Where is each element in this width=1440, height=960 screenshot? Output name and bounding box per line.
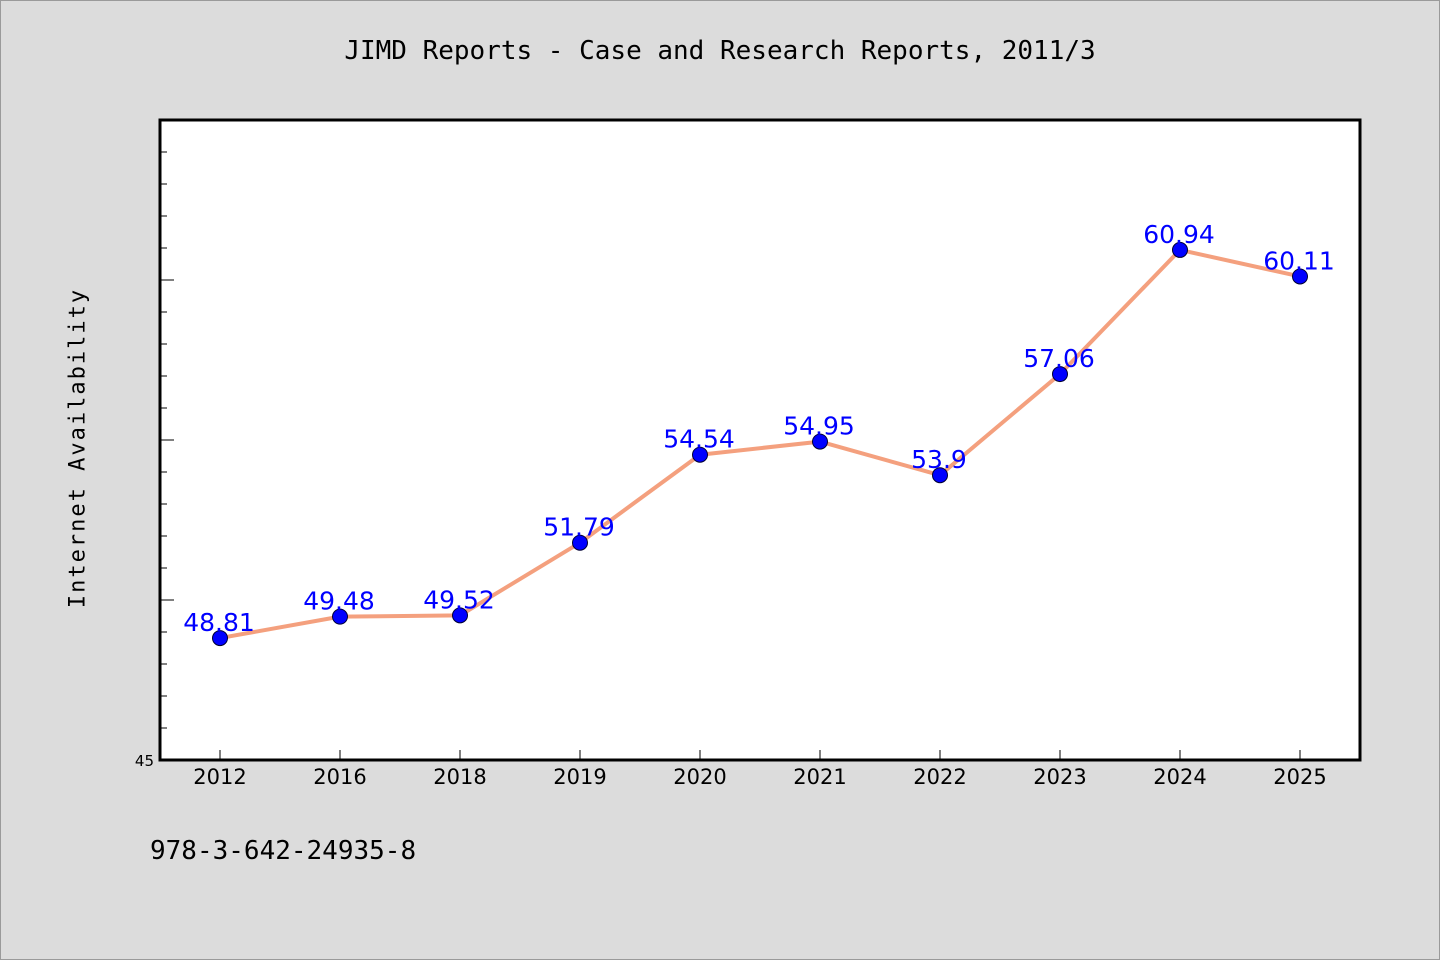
x-tick-label: 2019 bbox=[553, 765, 606, 789]
data-point-marker bbox=[572, 534, 588, 551]
data-point-marker bbox=[1292, 268, 1308, 285]
data-point-marker bbox=[1172, 241, 1188, 258]
data-label: 60.94 bbox=[1143, 220, 1215, 249]
x-tick-label: 2022 bbox=[913, 765, 966, 789]
data-label: 49.52 bbox=[423, 585, 495, 614]
data-label: 49.48 bbox=[303, 587, 375, 616]
data-label: 51.79 bbox=[543, 513, 615, 542]
x-tick-label: 2021 bbox=[793, 765, 846, 789]
x-tick-label: 2023 bbox=[1033, 765, 1086, 789]
data-point-marker bbox=[932, 467, 948, 484]
data-point-marker bbox=[1052, 366, 1068, 383]
x-tick-label: 2018 bbox=[433, 765, 486, 789]
data-label: 53.9 bbox=[911, 445, 967, 474]
x-tick-label: 2020 bbox=[673, 765, 726, 789]
plot-area bbox=[158, 118, 1362, 762]
series-line bbox=[219, 247, 1301, 641]
x-tick-label: 2025 bbox=[1273, 765, 1326, 789]
data-point-marker bbox=[332, 608, 348, 625]
x-tick-label: 2012 bbox=[193, 765, 246, 789]
data-label: 48.81 bbox=[183, 608, 255, 637]
data-label: 57.06 bbox=[1023, 344, 1095, 373]
data-label: 60.11 bbox=[1263, 246, 1335, 275]
data-point-marker bbox=[692, 446, 708, 463]
y-tick-label: 45 bbox=[135, 752, 154, 770]
x-tick-label: 2024 bbox=[1153, 765, 1206, 789]
isbn-caption: 978-3-642-24935-8 bbox=[150, 836, 417, 866]
data-label: 54.95 bbox=[783, 412, 855, 441]
data-point-marker bbox=[452, 607, 468, 624]
data-point-marker bbox=[812, 433, 828, 450]
data-label: 54.54 bbox=[663, 425, 735, 454]
data-point-marker bbox=[212, 630, 228, 647]
chart-title: JIMD Reports - Case and Research Reports… bbox=[344, 36, 1096, 66]
x-tick-label: 2016 bbox=[313, 765, 366, 789]
